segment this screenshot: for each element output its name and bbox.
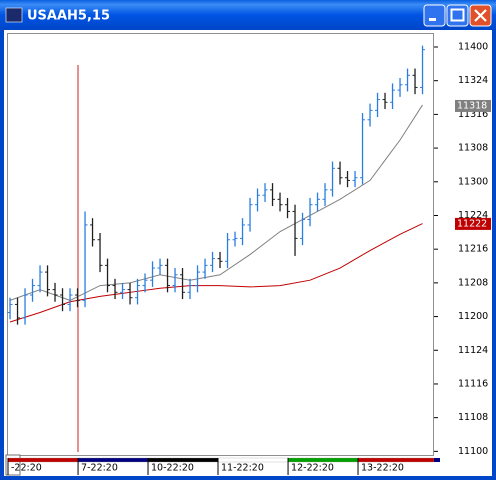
maximize-button[interactable] bbox=[446, 4, 469, 27]
moving-average bbox=[9, 104, 423, 301]
y-tick-label: 11200 bbox=[458, 311, 488, 322]
y-tick-label: 11300 bbox=[458, 176, 488, 187]
y-tick-label: 11100 bbox=[458, 446, 488, 457]
client-area bbox=[4, 30, 492, 476]
session-strip bbox=[77, 457, 149, 463]
price-tag bbox=[455, 99, 491, 112]
y-tick-label: 11316 bbox=[458, 109, 488, 120]
session-strip bbox=[357, 457, 435, 463]
session-strip bbox=[147, 457, 219, 463]
session-strip bbox=[217, 457, 289, 463]
y-tick-label: 11324 bbox=[458, 75, 488, 86]
y-tick-label: 11116 bbox=[458, 378, 488, 389]
plot-frame bbox=[7, 33, 434, 456]
close-button[interactable] bbox=[469, 4, 492, 27]
x-tick-label: 11-22:20 bbox=[221, 463, 264, 474]
session-strip bbox=[7, 457, 79, 463]
x-tick-label: 12-22:20 bbox=[291, 463, 334, 474]
minimize-button[interactable] bbox=[423, 4, 446, 27]
price-tag-label: 11222 bbox=[457, 218, 487, 229]
y-tick-label: 11108 bbox=[458, 412, 488, 423]
x-tick-label: 7-22:20 bbox=[81, 463, 118, 474]
session-strip bbox=[434, 458, 440, 462]
y-tick-label: 11224 bbox=[458, 210, 488, 221]
y-tick-label: 11208 bbox=[458, 277, 488, 288]
price-tag bbox=[455, 217, 491, 230]
x-tick-label: 10-22:20 bbox=[151, 463, 194, 474]
y-tick-label: 11124 bbox=[458, 345, 488, 356]
y-tick-label: 11308 bbox=[458, 143, 488, 154]
y-tick-label: 11216 bbox=[458, 244, 488, 255]
title-bar bbox=[0, 0, 496, 30]
window-icon bbox=[5, 7, 23, 23]
session-strip bbox=[287, 457, 359, 463]
price-tag-label: 11318 bbox=[457, 100, 487, 111]
x-tick-label: -22:20 bbox=[11, 463, 42, 474]
y-tick-label: 11400 bbox=[458, 41, 488, 52]
window-title: USAAH5,15 bbox=[27, 9, 110, 24]
x-tick-label: 13-22:20 bbox=[361, 463, 404, 474]
